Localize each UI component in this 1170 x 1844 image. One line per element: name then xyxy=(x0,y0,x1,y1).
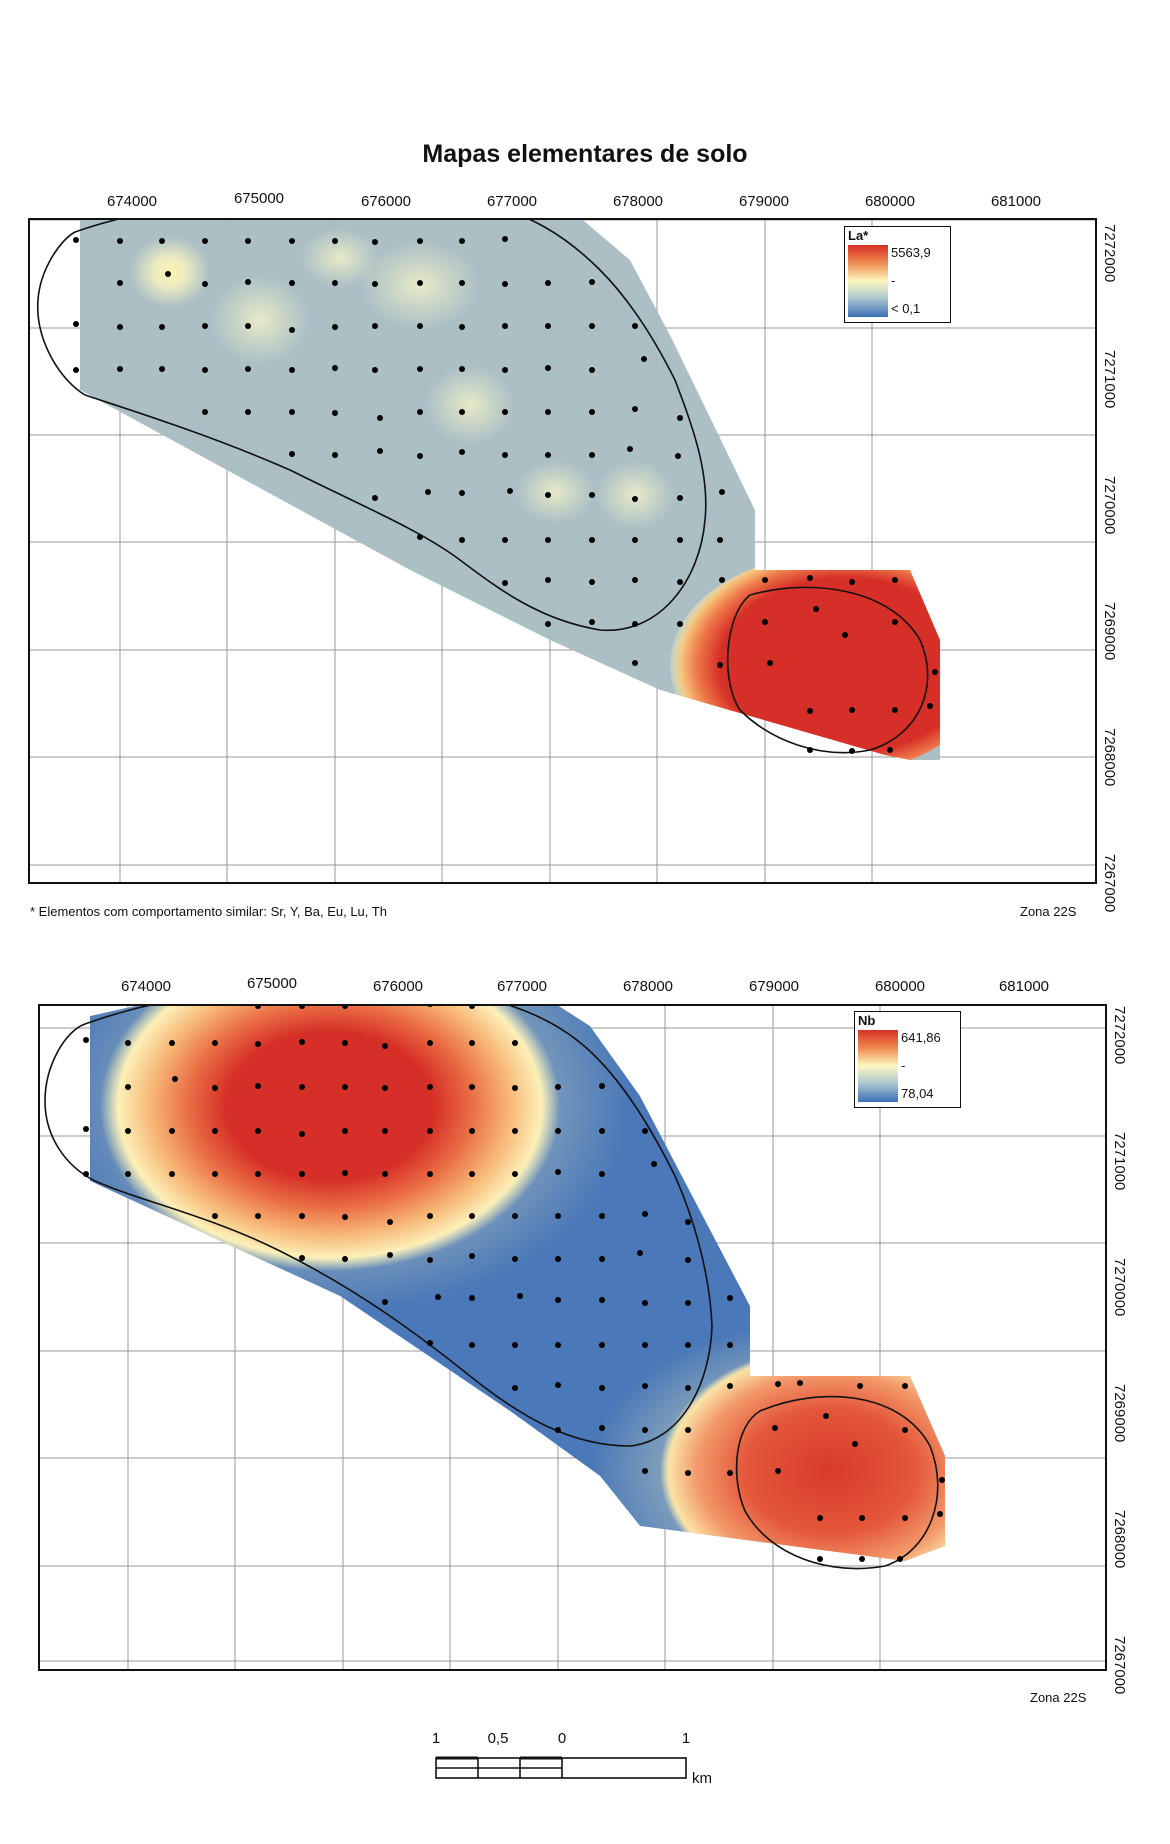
y-tick: 7269000 xyxy=(1111,1384,1128,1443)
x-tick: 679000 xyxy=(748,978,800,995)
y-tick: 7271000 xyxy=(1101,350,1118,409)
x-tick: 677000 xyxy=(486,193,538,210)
page-title: Mapas elementares de solo xyxy=(422,140,748,168)
legend-la: La* 5563,9 - < 0,1 xyxy=(844,226,951,323)
y-tick: 7269000 xyxy=(1101,602,1118,661)
scale-label: 1 xyxy=(431,1730,441,1747)
y-tick: 7271000 xyxy=(1111,1132,1128,1191)
map-la-canvas xyxy=(30,220,1095,882)
y-tick: 7268000 xyxy=(1111,1510,1128,1569)
legend-title: La* xyxy=(848,228,869,243)
sample-points-nb xyxy=(83,1006,945,1562)
y-tick: 7267000 xyxy=(1101,854,1118,913)
scale-unit: km xyxy=(692,1770,712,1787)
y-tick: 7268000 xyxy=(1101,728,1118,787)
legend-min-label: < 0,1 xyxy=(891,301,921,316)
x-tick: 674000 xyxy=(106,193,158,210)
x-tick: 674000 xyxy=(120,978,172,995)
zone-label-nb: Zona 22S xyxy=(1030,1690,1087,1705)
map-la[interactable]: La* 5563,9 - < 0,1 xyxy=(28,218,1097,884)
map-nb-canvas xyxy=(40,1006,1105,1669)
y-tick: 7270000 xyxy=(1111,1258,1128,1317)
scale-bar-graphic xyxy=(435,1756,687,1779)
legend-max-label: 641,86 xyxy=(901,1030,941,1045)
interpolated-surface-la xyxy=(80,220,940,760)
legend-color-ramp xyxy=(858,1030,898,1102)
legend-mid-label: - xyxy=(901,1058,906,1073)
x-tick: 675000 xyxy=(246,975,298,992)
x-tick: 679000 xyxy=(738,193,790,210)
boundary-nb xyxy=(44,1006,939,1570)
legend-nb: Nb 641,86 - 78,04 xyxy=(854,1011,961,1108)
legend-min-label: 78,04 xyxy=(901,1086,934,1101)
x-tick: 676000 xyxy=(360,193,412,210)
legend-max-label: 5563,9 xyxy=(891,245,931,260)
x-tick: 680000 xyxy=(874,978,926,995)
y-tick: 7272000 xyxy=(1101,224,1118,283)
boundary-la xyxy=(37,220,929,754)
x-tick: 677000 xyxy=(496,978,548,995)
scale-label: 0 xyxy=(557,1730,567,1747)
scale-label: 1 xyxy=(681,1730,691,1747)
x-tick: 680000 xyxy=(864,193,916,210)
legend-title: Nb xyxy=(858,1013,876,1028)
x-tick: 675000 xyxy=(233,190,285,207)
y-tick: 7270000 xyxy=(1101,476,1118,535)
legend-color-ramp xyxy=(848,245,888,317)
scale-bar: 1 0,5 0 1 km xyxy=(430,1730,750,1820)
y-tick: 7272000 xyxy=(1111,1006,1128,1065)
legend-mid-label: - xyxy=(891,273,896,288)
scale-label: 0,5 xyxy=(487,1730,509,1747)
x-tick: 678000 xyxy=(622,978,674,995)
x-tick: 676000 xyxy=(372,978,424,995)
x-tick: 681000 xyxy=(998,978,1050,995)
x-tick: 681000 xyxy=(990,193,1042,210)
x-tick: 678000 xyxy=(612,193,664,210)
y-tick: 7267000 xyxy=(1111,1636,1128,1695)
map-nb[interactable]: Nb 641,86 - 78,04 xyxy=(38,1004,1107,1671)
sample-points-la xyxy=(73,236,938,754)
zone-label-la: Zona 22S xyxy=(1020,904,1077,919)
similar-elements-note: * Elementos com comportamento similar: S… xyxy=(30,904,387,919)
